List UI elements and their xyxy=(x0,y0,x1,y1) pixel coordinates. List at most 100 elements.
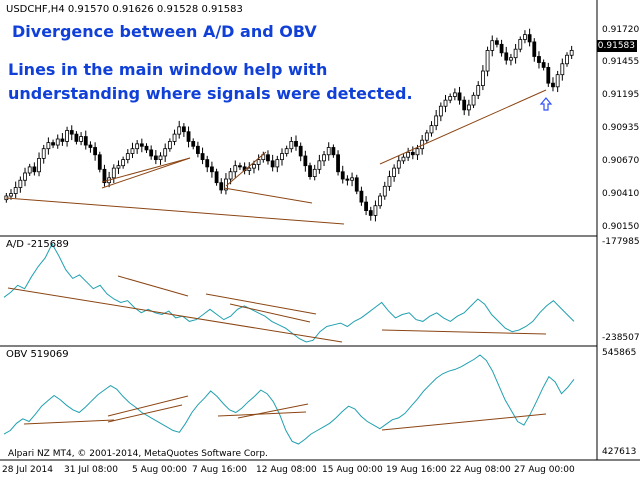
divergence-line xyxy=(23,419,115,425)
divergence-line xyxy=(217,411,307,417)
divergence-line xyxy=(381,329,547,335)
candle-body xyxy=(340,171,345,180)
candle-body xyxy=(424,132,429,141)
divergence-line xyxy=(107,395,189,417)
candle-body xyxy=(172,133,177,142)
candle-body xyxy=(345,178,350,181)
date-label: 12 Aug 08:00 xyxy=(256,465,317,475)
candle-body xyxy=(452,92,457,97)
ad-line-path xyxy=(3,242,575,343)
candle-body xyxy=(471,94,476,106)
divergence-line xyxy=(237,403,309,419)
candle-body xyxy=(378,195,383,207)
divergence-lines xyxy=(5,89,547,431)
ad-indicator-line xyxy=(3,242,575,343)
candle-body xyxy=(37,158,41,173)
candle-body xyxy=(18,179,23,188)
divergence-line xyxy=(101,157,191,189)
candle-body xyxy=(354,177,359,192)
candle-body xyxy=(74,133,79,142)
candle-body xyxy=(195,145,200,154)
candle-body xyxy=(504,52,509,61)
chart-note-line-2: understanding where signals were detecte… xyxy=(8,84,413,103)
divergence-line xyxy=(7,287,343,343)
candle-body xyxy=(247,167,252,171)
candle-body xyxy=(130,148,135,154)
candle-body xyxy=(111,167,116,179)
candle-body xyxy=(401,156,406,162)
candle-body xyxy=(551,82,555,88)
candle-body xyxy=(65,130,69,142)
divergence-line xyxy=(117,275,189,297)
candle-body xyxy=(135,143,140,150)
candle-body xyxy=(382,185,387,197)
candle-body xyxy=(256,159,261,165)
price-label: 0.90935 xyxy=(602,123,640,133)
chart-title: Divergence between A/D and OBV xyxy=(12,22,317,41)
candle-body xyxy=(462,99,467,111)
date-label: 31 Jul 08:00 xyxy=(64,465,118,475)
up-arrow-icon xyxy=(539,97,553,111)
candle-body xyxy=(298,145,303,157)
candle-body xyxy=(97,154,102,170)
candle-body xyxy=(102,168,107,184)
candle-body xyxy=(392,167,397,178)
candle-body xyxy=(214,171,219,184)
candle-body xyxy=(326,147,331,156)
candle-body xyxy=(322,154,326,162)
candle-body xyxy=(46,142,51,150)
candle-body xyxy=(415,148,420,156)
date-label: 5 Aug 00:00 xyxy=(132,465,187,475)
price-label: 0.90670 xyxy=(602,156,640,166)
candle-body xyxy=(116,165,121,169)
candle-body xyxy=(410,151,415,156)
candle-body xyxy=(88,144,93,148)
date-label: 7 Aug 16:00 xyxy=(192,465,247,475)
candle-body xyxy=(443,99,448,107)
candle-body xyxy=(368,210,373,216)
date-label: 22 Aug 08:00 xyxy=(450,465,511,475)
divergence-line xyxy=(5,197,345,225)
candle-body xyxy=(83,136,88,146)
chart-header: USDCHF,H4 0.91570 0.91626 0.91528 0.9158… xyxy=(6,4,243,15)
candle-body xyxy=(167,141,172,150)
candle-body xyxy=(513,48,518,59)
divergence-line xyxy=(205,293,317,315)
candle-body xyxy=(9,193,13,197)
candle-body xyxy=(523,34,527,40)
obv-top-label: 545865 xyxy=(602,348,637,358)
candle-body xyxy=(280,153,284,161)
panel-frames xyxy=(0,0,640,461)
candle-body xyxy=(448,96,453,101)
candle-body xyxy=(32,166,37,173)
candle-body xyxy=(560,63,565,76)
candle-body xyxy=(69,130,74,135)
candle-body xyxy=(565,54,569,65)
candle-body xyxy=(429,125,434,134)
price-label: 0.90410 xyxy=(602,189,640,199)
candle-body xyxy=(457,92,462,101)
candle-body xyxy=(303,155,308,167)
candle-body xyxy=(177,126,182,135)
ad-bottom-label: -238507 xyxy=(602,333,640,343)
obv-line-path xyxy=(3,354,575,445)
candle-body xyxy=(537,56,541,63)
candle-body xyxy=(480,70,485,86)
divergence-line xyxy=(225,151,267,187)
date-label: 28 Jul 2014 xyxy=(2,465,53,475)
candle-body xyxy=(181,126,186,133)
price-label: 0.91195 xyxy=(602,90,640,100)
candle-body xyxy=(163,148,168,157)
candle-body xyxy=(238,165,242,168)
candle-body xyxy=(364,201,368,211)
candle-body xyxy=(93,147,98,156)
ad-top-label: -177985 xyxy=(602,237,640,247)
candle-body xyxy=(252,164,256,169)
candle-body xyxy=(158,155,163,161)
candle-body xyxy=(13,187,18,194)
candle-body xyxy=(266,154,270,162)
candle-body xyxy=(125,153,130,161)
candle-body xyxy=(485,50,490,72)
candle-body xyxy=(186,131,191,142)
